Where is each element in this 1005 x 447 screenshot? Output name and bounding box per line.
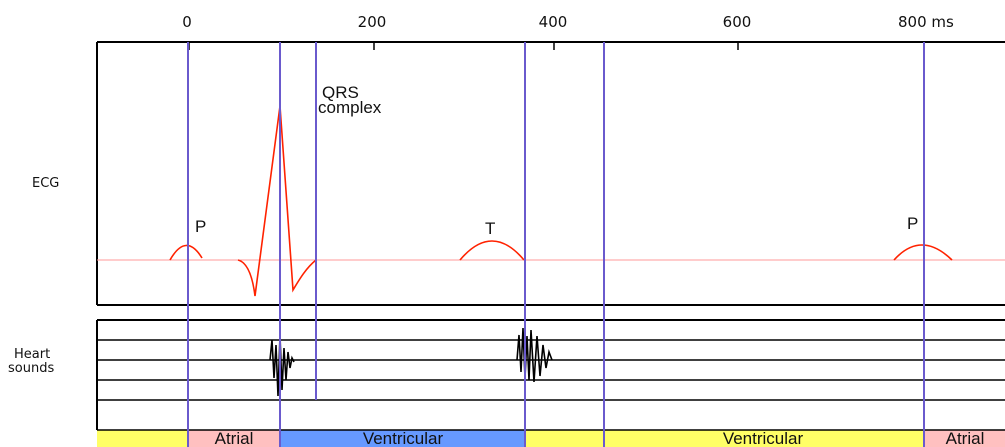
qrs-label-line2: complex [318,98,382,117]
heart-sounds-label-line1: Heart [14,347,50,362]
phase-label-atrial-systole-1-line2: systole [208,444,261,447]
t-wave-label: T [485,219,495,238]
ecg-trace [169,105,953,297]
tick-label-0: 0 [182,13,192,31]
p-wave-1 [169,244,203,261]
phase-segment-early [97,430,188,447]
phase-label-atrial-systole-1-line1: Atrial [215,429,254,447]
phase-label-ventricular-systole-line2: systole [377,444,430,447]
tick-label-200: 200 [358,13,387,31]
tick-label-800: 800 ms [898,13,954,31]
phase-segment-ventricular-diastole [604,430,924,447]
heart-sounds-label-line2: sounds [8,361,54,376]
phase-segment-atrial-systole-1 [188,430,280,447]
event-marker-lines [187,42,925,447]
phase-segment-atrial-systole-2 [924,430,1005,447]
phase-bar: Atrial systole Ventricular systole Ventr… [97,429,1005,447]
phase-label-ventricular-systole-line1: Ventricular [363,429,444,447]
tick-label-600: 600 [723,13,752,31]
phase-label-ventricular-diastole-line1: Ventricular [723,429,804,447]
t-wave [459,240,525,261]
ecg-panel: P QRS complex T P ECG [32,41,1005,306]
first-heart-sound-trace [269,334,295,397]
p-wave-label-1: P [195,217,206,236]
p-wave-2 [893,244,953,261]
tick-label-400: 400 [539,13,568,31]
second-heart-sound-trace [516,327,553,383]
qrs-complex-wave [237,105,317,297]
phase-label-atrial-systole-2-line2: systole [939,444,992,447]
phase-segment-isovolumetric [525,430,604,447]
phase-label-ventricular-diastole-line2: diastole [734,444,793,447]
p-wave-label-2: P [907,214,918,233]
time-axis: 0 200 400 600 800 ms [182,13,954,50]
phase-segment-ventricular-systole [280,430,525,447]
phase-label-atrial-systole-2-line1: Atrial [946,429,985,447]
heart-sounds-panel: Heart sounds [8,319,1005,430]
qrs-label-line1: QRS [322,83,359,102]
ecg-label: ECG [32,176,59,191]
